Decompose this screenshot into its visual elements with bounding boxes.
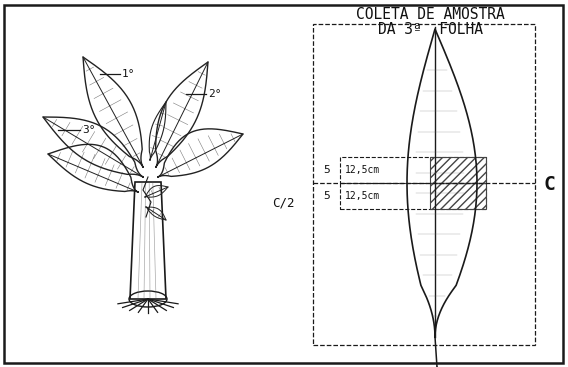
Text: 12,5cm: 12,5cm: [345, 191, 380, 201]
Bar: [340, 157, 486, 183]
Bar: [313, 24, 535, 345]
Text: 3°: 3°: [82, 125, 95, 135]
Text: DA 3ª  FOLHA: DA 3ª FOLHA: [378, 22, 482, 37]
Text: 5: 5: [323, 191, 330, 201]
Text: 12,5cm: 12,5cm: [345, 165, 380, 175]
Text: COLETA DE AMOSTRA: COLETA DE AMOSTRA: [356, 7, 504, 22]
Bar: [430, 183, 486, 209]
Text: C: C: [543, 175, 555, 194]
Text: 1°: 1°: [122, 69, 136, 79]
Bar: [430, 157, 486, 183]
Bar: [340, 183, 486, 209]
Text: 2°: 2°: [208, 89, 222, 99]
Text: C/2: C/2: [273, 196, 295, 210]
Text: 5: 5: [323, 165, 330, 175]
